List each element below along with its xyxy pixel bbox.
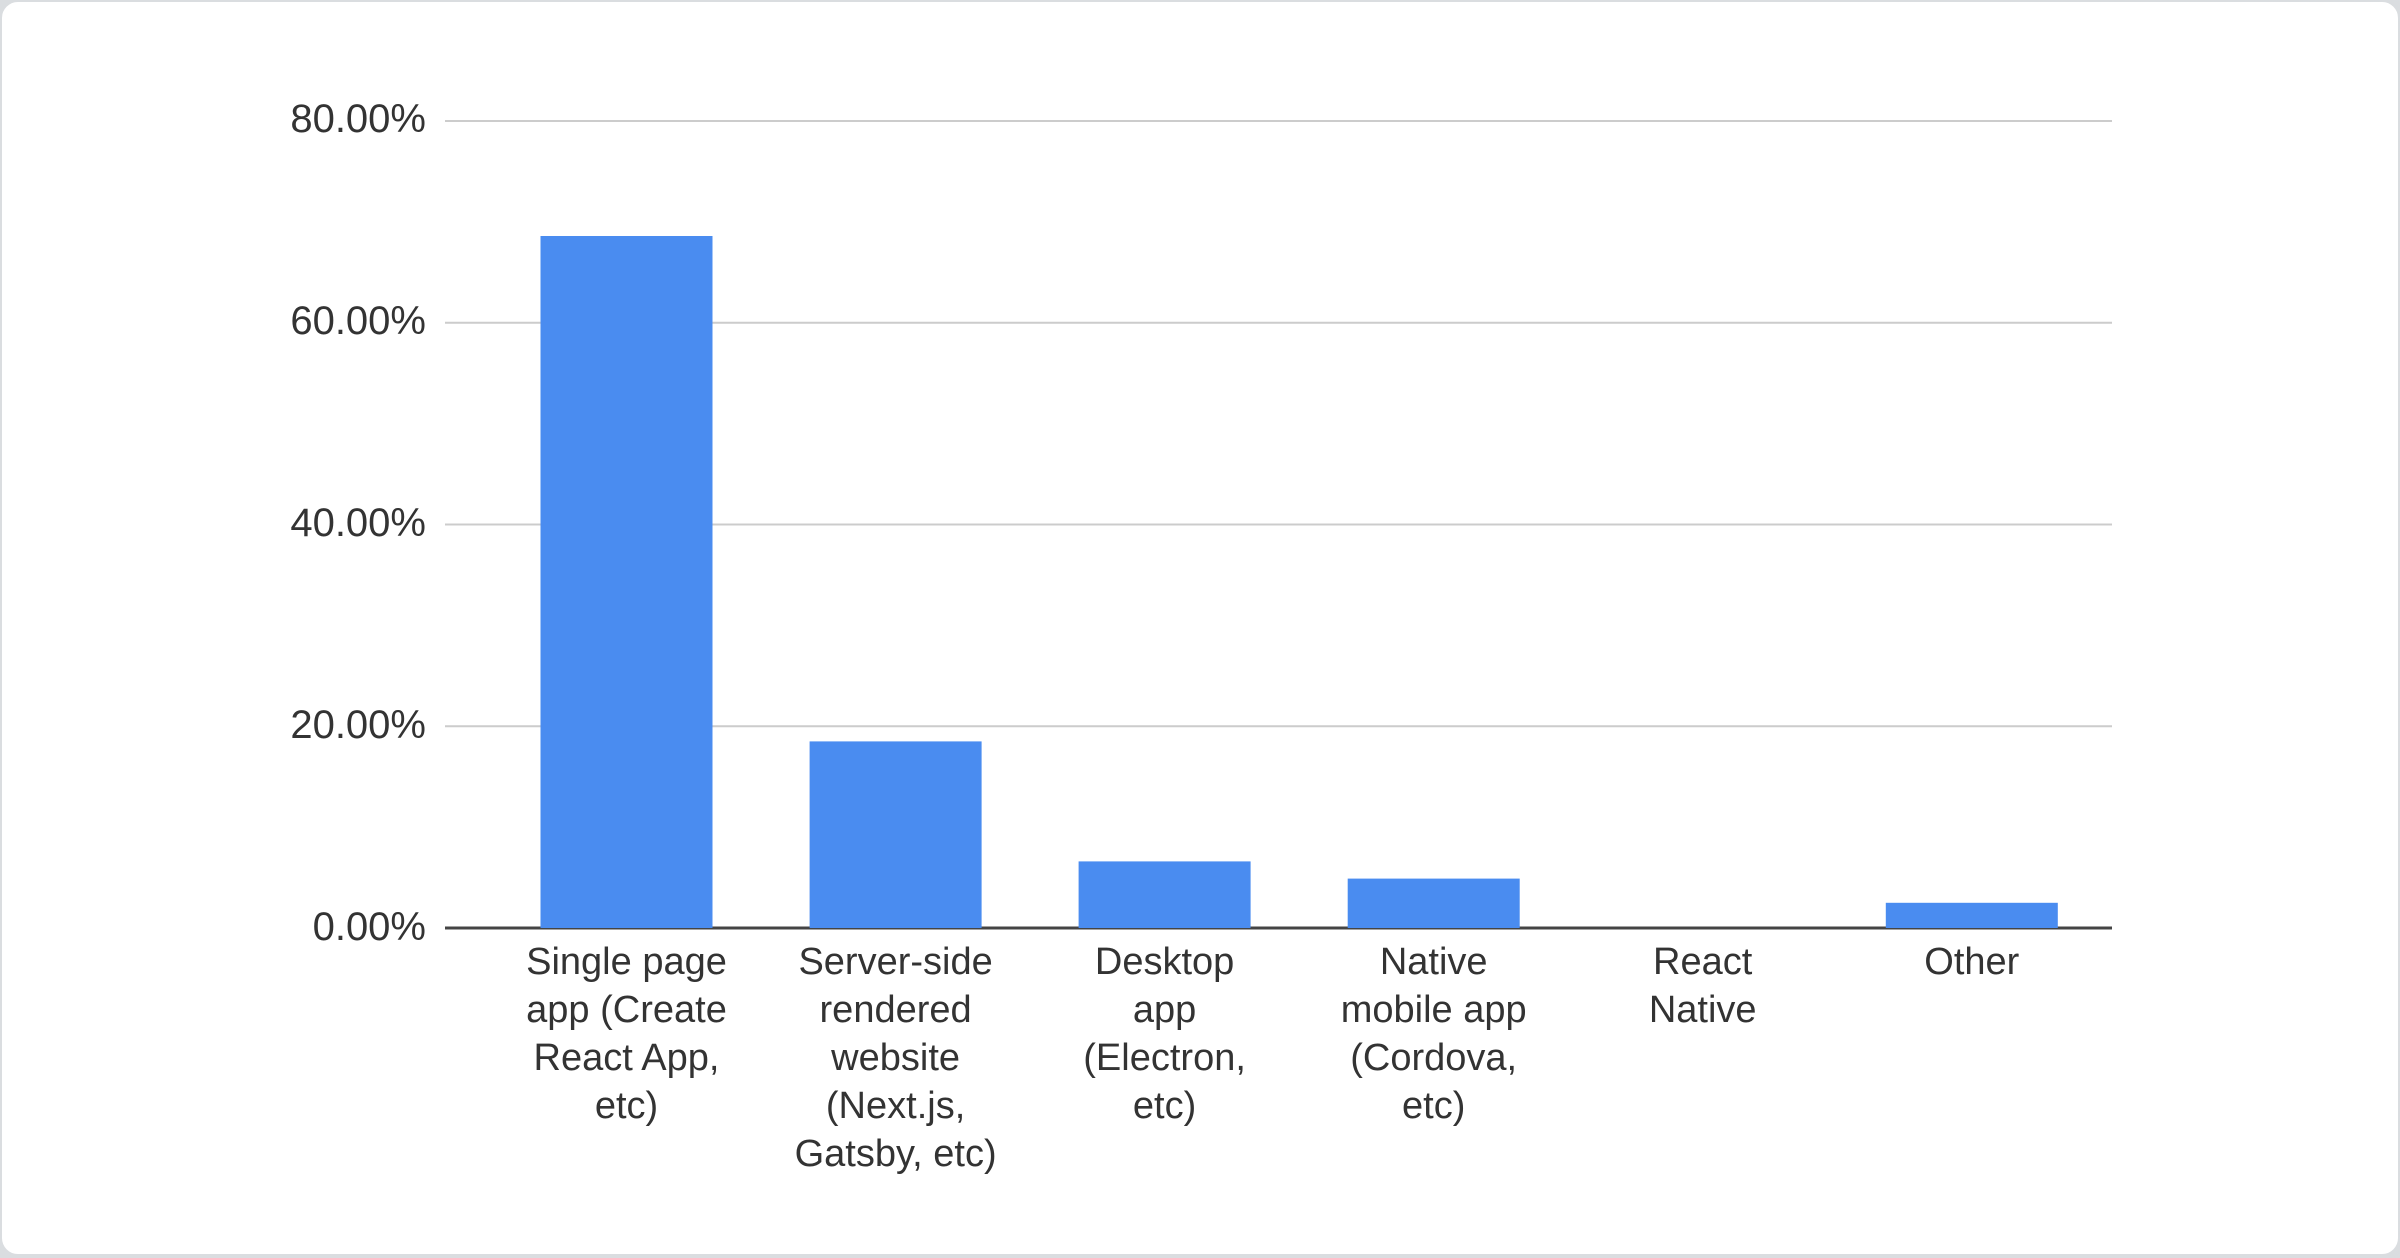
svg-text:(Cordova,: (Cordova,: [1350, 1037, 1517, 1079]
svg-text:website: website: [830, 1037, 960, 1079]
svg-text:Native: Native: [1649, 989, 1757, 1031]
svg-text:40.00%: 40.00%: [290, 501, 426, 545]
svg-text:(Electron,: (Electron,: [1083, 1037, 1246, 1079]
svg-text:etc): etc): [595, 1085, 658, 1127]
svg-text:rendered: rendered: [820, 989, 972, 1031]
svg-text:Server-side: Server-side: [798, 941, 992, 983]
svg-text:etc): etc): [1133, 1085, 1196, 1127]
svg-text:(Next.js,: (Next.js,: [826, 1085, 965, 1127]
svg-text:80.00%: 80.00%: [290, 97, 426, 141]
svg-text:app: app: [1133, 989, 1196, 1031]
svg-text:0.00%: 0.00%: [313, 905, 426, 949]
svg-text:Other: Other: [1924, 941, 2019, 983]
svg-text:20.00%: 20.00%: [290, 703, 426, 747]
svg-text:etc): etc): [1402, 1085, 1465, 1127]
svg-text:React App,: React App,: [534, 1037, 720, 1079]
svg-text:Single page: Single page: [526, 941, 727, 983]
svg-text:Gatsby, etc): Gatsby, etc): [795, 1133, 997, 1175]
svg-text:60.00%: 60.00%: [290, 299, 426, 343]
svg-text:mobile app: mobile app: [1341, 989, 1527, 1031]
svg-text:React: React: [1653, 941, 1753, 983]
svg-text:Desktop: Desktop: [1095, 941, 1234, 983]
svg-text:app (Create: app (Create: [526, 989, 727, 1031]
svg-text:Native: Native: [1380, 941, 1488, 983]
